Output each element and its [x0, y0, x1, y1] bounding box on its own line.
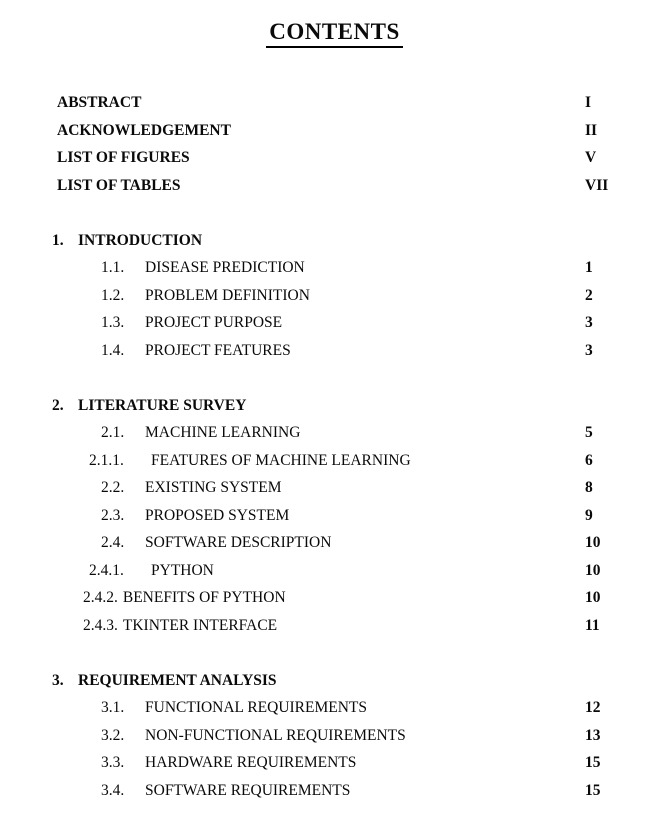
toc-entry-title: DISEASE PREDICTION — [145, 259, 305, 276]
toc-entry-number: 2.1.1. — [89, 451, 124, 469]
toc-entry-page: 9 — [585, 506, 593, 524]
toc-entry: 3.2. NON-FUNCTIONAL REQUIREMENTS 13 — [0, 722, 669, 750]
section-number: 3. — [52, 671, 64, 689]
toc-entry: 1.4. PROJECT FEATURES 3 — [0, 337, 669, 365]
toc-entry-number: 2.4.1. — [89, 561, 124, 579]
page-title-wrap: CONTENTS — [0, 0, 669, 48]
toc-entry-page: 10 — [585, 534, 601, 551]
toc-entry-page: 2 — [585, 286, 593, 304]
toc-entry-title: FEATURES OF MACHINE LEARNING — [151, 451, 411, 469]
toc-entry: 1.1. DISEASE PREDICTION 1 — [0, 254, 669, 282]
toc-entry-label: LIST OF TABLES — [57, 176, 181, 194]
toc-entry-title: PROJECT PURPOSE — [145, 314, 283, 331]
page-title: CONTENTS — [266, 19, 403, 48]
toc-entry-title: PROBLEM DEFINITION — [145, 286, 310, 304]
toc-entry: 2.1. MACHINE LEARNING 5 — [0, 419, 669, 447]
toc-entry-title: TKINTER INTERFACE — [122, 616, 278, 634]
section-number: 2. — [52, 396, 64, 414]
toc-entry-title: PROJECT FEATURES — [145, 341, 291, 359]
section-number: 1. — [52, 231, 64, 249]
toc-entry-page: 3 — [585, 314, 593, 331]
toc-entry-label: ACKNOWLEDGEMENT — [57, 121, 231, 139]
toc-entry-title: BENEFITS OF PYTHON — [122, 589, 286, 606]
toc-entry: 2.1.1. FEATURES OF MACHINE LEARNING 6 — [0, 447, 669, 475]
section-header: 3. REQUIREMENT ANALYSIS — [0, 667, 669, 695]
toc-entry-number: 2.4.3. — [83, 616, 118, 634]
toc-entry-page: 13 — [585, 726, 601, 744]
section-title: INTRODUCTION — [78, 231, 203, 249]
toc-entry-acknowledgement: ACKNOWLEDGEMENT II — [0, 117, 669, 145]
toc-entry-page: 1 — [585, 259, 593, 276]
toc-entry-page: 3 — [585, 341, 593, 359]
toc-entry-title: SOFTWARE REQUIREMENTS — [145, 781, 351, 799]
toc-entry-title: NON-FUNCTIONAL REQUIREMENTS — [145, 726, 406, 744]
toc-entry-number: 3.2. — [101, 726, 125, 744]
toc-entry: 1.2. PROBLEM DEFINITION 2 — [0, 282, 669, 310]
toc-entry-page: I — [585, 94, 592, 111]
toc-entry-number: 3.3. — [101, 754, 125, 771]
toc-entry-page: 6 — [585, 451, 593, 469]
section-title: LITERATURE SURVEY — [78, 396, 247, 414]
toc-entry-page: 5 — [585, 424, 593, 441]
toc-entry-title: EXISTING SYSTEM — [145, 479, 282, 496]
toc-entry: 2.4.1. PYTHON 10 — [0, 557, 669, 585]
toc-entry-title: PYTHON — [151, 561, 214, 579]
toc-entry-number: 1.2. — [101, 286, 125, 304]
toc-entry-number: 2.1. — [101, 424, 125, 441]
toc-entry-page: 11 — [585, 616, 600, 634]
toc-entry-number: 2.3. — [101, 506, 125, 524]
section-requirement-analysis: 3. REQUIREMENT ANALYSIS 3.1. FUNCTIONAL RE… — [0, 667, 669, 805]
section-literature-survey: 2. LITERATURE SURVEY 2.1. MACHINE LEARNING… — [0, 392, 669, 640]
toc-entry-number: 3.4. — [101, 781, 125, 799]
toc-entry-list-of-figures: LIST OF FIGURES V — [0, 144, 669, 172]
toc-entry-title: PROPOSED SYSTEM — [145, 506, 290, 524]
toc-entry-page: 15 — [585, 781, 601, 799]
toc-entry: 3.3. HARDWARE REQUIREMENTS 15 — [0, 749, 669, 777]
toc-entry-title: MACHINE LEARNING — [145, 424, 301, 441]
toc-entry-label: ABSTRACT — [57, 94, 142, 111]
toc-entry: 2.4. SOFTWARE DESCRIPTION 10 — [0, 529, 669, 557]
section-header: 2. LITERATURE SURVEY — [0, 392, 669, 420]
toc-entry: 2.4.2. BENEFITS OF PYTHON 10 — [0, 584, 669, 612]
toc-entry-page: 10 — [585, 561, 601, 579]
toc-entry-page: V — [585, 149, 597, 166]
front-matter-list: ABSTRACT I ACKNOWLEDGEMENT II LIST OF FI… — [0, 89, 669, 199]
toc-entry-title: HARDWARE REQUIREMENTS — [145, 754, 357, 771]
toc-entry-page: VII — [585, 176, 609, 194]
toc-entry-number: 1.4. — [101, 341, 125, 359]
toc-entry-number: 2.4.2. — [83, 589, 118, 606]
toc-entry-number: 1.1. — [101, 259, 125, 276]
toc-entry: 2.3. PROPOSED SYSTEM 9 — [0, 502, 669, 530]
toc-entry-number: 2.4. — [101, 534, 125, 551]
toc-entry: 3.4. SOFTWARE REQUIREMENTS 15 — [0, 777, 669, 805]
toc-entry-page: 15 — [585, 754, 601, 771]
section-header: 1. INTRODUCTION — [0, 227, 669, 255]
toc-entry-title: FUNCTIONAL REQUIREMENTS — [145, 699, 368, 716]
toc-entry-number: 2.2. — [101, 479, 125, 496]
toc-entry: 3.1. FUNCTIONAL REQUIREMENTS 12 — [0, 694, 669, 722]
toc-entry-number: 3.1. — [101, 699, 125, 716]
toc-entry-list-of-tables: LIST OF TABLES VII — [0, 172, 669, 200]
toc-entry: 1.3. PROJECT PURPOSE 3 — [0, 309, 669, 337]
toc-entry-label: LIST OF FIGURES — [57, 149, 190, 166]
toc-entry-title: SOFTWARE DESCRIPTION — [145, 534, 332, 551]
toc-entry-number: 1.3. — [101, 314, 125, 331]
toc-entry-page: 12 — [585, 699, 601, 716]
section-title: REQUIREMENT ANALYSIS — [78, 671, 277, 689]
section-introduction: 1. INTRODUCTION 1.1. DISEASE PREDICTION 1 … — [0, 227, 669, 365]
toc-entry-page: II — [585, 121, 598, 139]
toc-entry-page: 8 — [585, 479, 593, 496]
toc-entry: 2.2. EXISTING SYSTEM 8 — [0, 474, 669, 502]
toc-entry-page: 10 — [585, 589, 601, 606]
toc-entry-abstract: ABSTRACT I — [0, 89, 669, 117]
toc-entry: 2.4.3. TKINTER INTERFACE 11 — [0, 612, 669, 640]
